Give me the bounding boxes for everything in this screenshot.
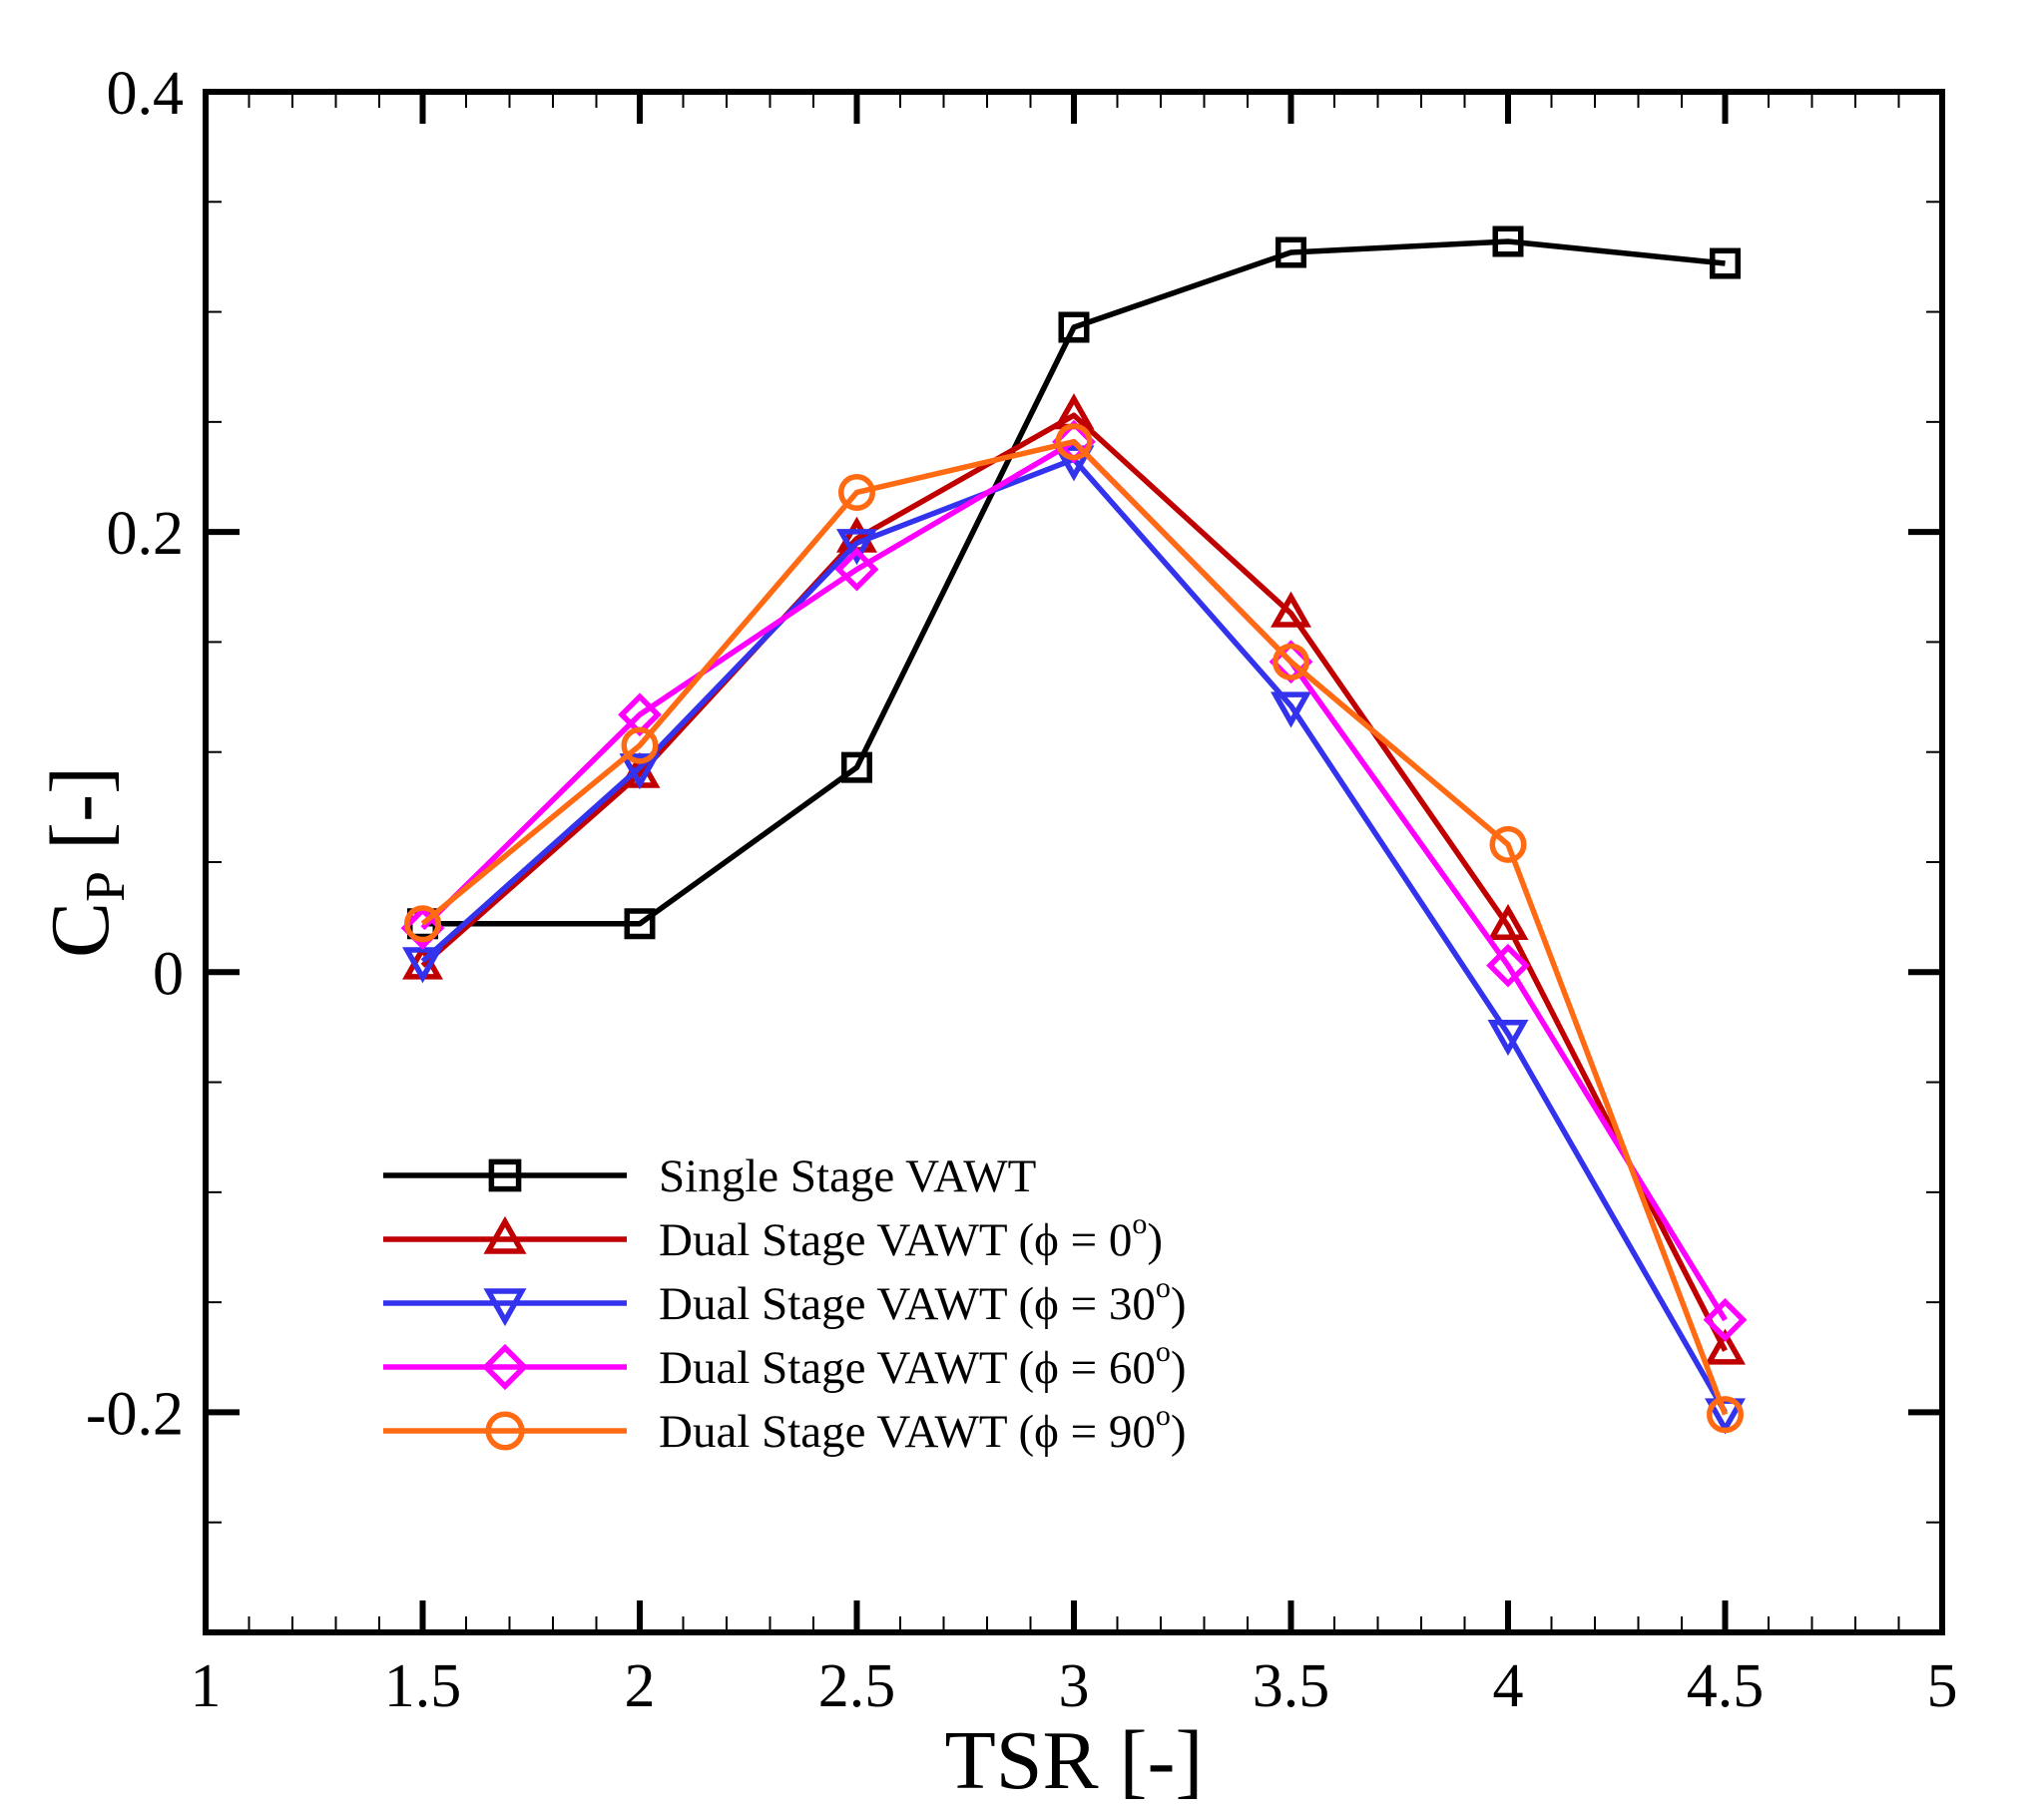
legend-marker-diamond <box>481 1343 529 1391</box>
series-layer <box>400 226 1748 1435</box>
x-tick-label: 4 <box>1493 1652 1524 1720</box>
legend-label: Dual Stage VAWT (ϕ = 0o) <box>659 1207 1163 1266</box>
y-axis-title: CP [-] <box>34 766 137 958</box>
legend-label: Dual Stage VAWT (ϕ = 90o) <box>659 1399 1187 1458</box>
marker-dual-phi-60 <box>1486 943 1530 988</box>
marker-dual-phi-90 <box>1055 423 1093 461</box>
y-tick-label: -0.2 <box>86 1380 184 1448</box>
legend-marker-square <box>488 1158 522 1192</box>
y-tick-label: 0.2 <box>107 500 185 568</box>
x-tick-labels: 1 1.5 2 2.5 3 3.5 4 4.5 5 <box>191 1652 1958 1720</box>
y-axis-title-text: CP [-] <box>34 766 137 958</box>
legend-label: Single Stage VAWT <box>659 1150 1036 1202</box>
y-tick-labels: -0.2 0 0.2 0.4 <box>86 60 184 1448</box>
legend-close-paren: ) <box>1171 1278 1187 1330</box>
marker-dual-phi-90 <box>1707 1396 1744 1434</box>
marker-dual-phi-0 <box>1705 1328 1746 1365</box>
x-tick-label: 5 <box>1927 1652 1958 1720</box>
marker-single-stage <box>624 908 656 940</box>
legend-close-paren: ) <box>1171 1342 1187 1394</box>
marker-dual-phi-90 <box>838 473 875 511</box>
y-tick-label: 0 <box>153 940 184 1008</box>
legend-label-text: Dual Stage VAWT ( <box>659 1214 1034 1266</box>
series-line-single-stage <box>422 238 1726 927</box>
x-tick-label: 2.5 <box>818 1652 896 1720</box>
y-axis-title-subscript: P <box>75 871 137 902</box>
legend-degree-symbol: o <box>1156 1335 1171 1368</box>
legend-label: Dual Stage VAWT (ϕ = 60o) <box>659 1335 1187 1394</box>
series-group <box>407 226 1741 940</box>
series-group <box>404 423 1744 1434</box>
marker-dual-phi-90 <box>621 726 659 764</box>
marker-dual-phi-90 <box>1489 825 1527 863</box>
legend-marker-triangle-up <box>483 1215 527 1254</box>
marker-dual-phi-60 <box>834 547 879 592</box>
legend-phi-symbol: ϕ = <box>1034 1406 1109 1458</box>
legend-degree-symbol: o <box>1156 1271 1171 1304</box>
x-axis-title: TSR [-] <box>945 1714 1204 1807</box>
marker-single-stage <box>1710 247 1741 279</box>
x-tick-label: 1 <box>191 1652 222 1720</box>
legend-phi-value: 60 <box>1109 1342 1156 1394</box>
marker-dual-phi-30 <box>836 529 877 566</box>
x-tick-label: 1.5 <box>384 1652 462 1720</box>
legend-marker-circle <box>485 1411 525 1451</box>
marker-dual-phi-60 <box>1703 1297 1748 1342</box>
legend-phi-symbol: ϕ = <box>1034 1214 1109 1266</box>
marker-dual-phi-0 <box>1271 591 1311 628</box>
legend-close-paren: ) <box>1171 1406 1187 1458</box>
marker-dual-phi-60 <box>400 906 445 951</box>
legend-phi-symbol: ϕ = <box>1034 1278 1109 1330</box>
legend-phi-value: 0 <box>1109 1214 1133 1266</box>
legend-phi-symbol: ϕ = <box>1034 1342 1109 1394</box>
legend-phi-value: 30 <box>1109 1278 1156 1330</box>
marker-dual-phi-90 <box>404 905 441 943</box>
marker-dual-phi-90 <box>1273 643 1309 681</box>
plot-frame <box>203 89 1945 1635</box>
legend-close-paren: ) <box>1147 1214 1163 1266</box>
legend-label-text: Single Stage VAWT <box>659 1150 1036 1202</box>
marker-dual-phi-0 <box>1487 903 1529 940</box>
series-line-dual-phi-0 <box>420 412 1728 1352</box>
x-tick-label: 2 <box>625 1652 656 1720</box>
marker-single-stage <box>1058 311 1090 343</box>
legend-degree-symbol: o <box>1132 1207 1147 1240</box>
legend-label: Dual Stage VAWT (ϕ = 30o) <box>659 1271 1187 1330</box>
marker-dual-phi-30 <box>1053 445 1095 482</box>
marker-single-stage <box>1276 236 1306 268</box>
y-tick-label: 0.4 <box>107 60 185 128</box>
marker-dual-phi-30 <box>1487 1020 1529 1057</box>
x-tick-label: 3 <box>1059 1652 1090 1720</box>
marker-dual-phi-30 <box>1271 691 1311 728</box>
legend-degree-symbol: o <box>1156 1399 1171 1432</box>
marker-single-stage <box>1492 226 1524 257</box>
series-line-dual-phi-90 <box>420 438 1729 1416</box>
legend-marker-triangle-down <box>483 1288 527 1327</box>
legend-label-text: Dual Stage VAWT ( <box>659 1342 1034 1394</box>
x-tick-label: 3.5 <box>1253 1652 1330 1720</box>
legend-label-text: Dual Stage VAWT ( <box>659 1406 1034 1458</box>
marker-single-stage <box>841 751 872 783</box>
x-tick-label: 4.5 <box>1687 1652 1765 1720</box>
marker-dual-phi-60 <box>618 692 662 737</box>
y-axis-title-main: C <box>34 902 127 958</box>
legend-label-text: Dual Stage VAWT ( <box>659 1278 1034 1330</box>
marker-dual-phi-30 <box>619 753 661 790</box>
y-axis-title-suffix: [-] <box>34 766 127 871</box>
legend-phi-value: 90 <box>1109 1406 1156 1458</box>
